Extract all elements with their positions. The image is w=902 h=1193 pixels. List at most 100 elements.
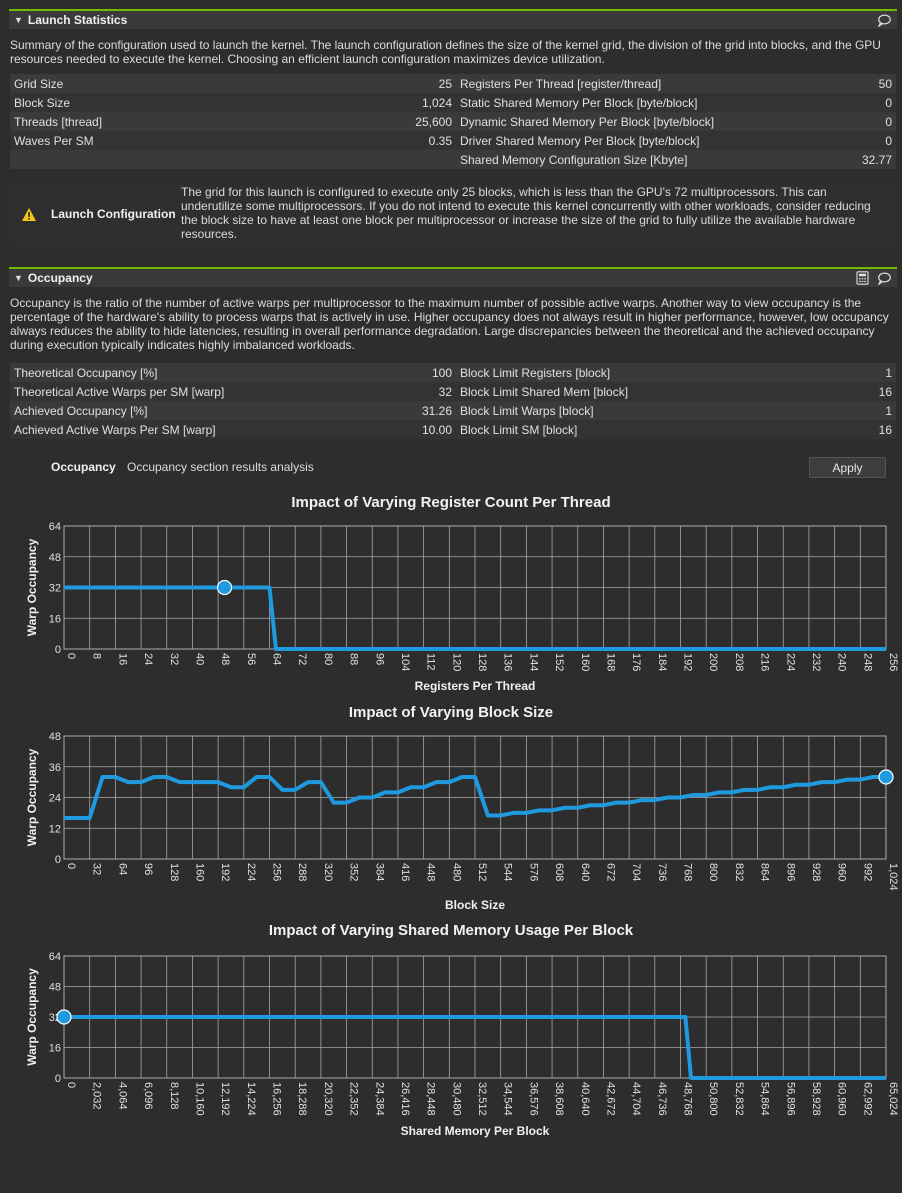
x-tick-label: 10,160 <box>193 1082 205 1116</box>
x-tick-label: 16,256 <box>271 1082 283 1116</box>
calculator-icon[interactable] <box>855 271 869 285</box>
metric-label: Shared Memory Configuration Size [Kbyte] <box>456 150 804 169</box>
metric-label: Block Limit SM [block] <box>456 420 804 439</box>
metric-label: Achieved Active Warps Per SM [warp] <box>10 420 258 439</box>
x-axis-title: Block Size <box>445 898 505 912</box>
metric-value: 100 <box>258 363 456 382</box>
x-tick-label: 52,832 <box>733 1082 745 1116</box>
x-tick-label: 18,288 <box>296 1082 308 1116</box>
x-tick-label: 64 <box>116 863 128 875</box>
x-tick-label: 800 <box>707 863 719 881</box>
analysis-text: Occupancy section results analysis <box>127 460 314 474</box>
analysis-title: Occupancy <box>51 460 116 474</box>
metric-value: 31.26 <box>258 401 456 420</box>
y-tick-label: 36 <box>49 762 61 774</box>
apply-button[interactable]: Apply <box>809 457 886 478</box>
metric-value: 0 <box>804 131 896 150</box>
metric-label: Block Size <box>10 93 258 112</box>
x-tick-label: 50,800 <box>707 1082 719 1116</box>
current-value-marker[interactable] <box>56 1009 72 1025</box>
metric-value: 32 <box>258 382 456 401</box>
x-tick-label: 88 <box>348 653 360 665</box>
metric-row: Block Size 1,024 Static Shared Memory Per … <box>10 93 896 112</box>
metric-row: Grid Size 25 Registers Per Thread [registe… <box>10 74 896 93</box>
x-tick-label: 54,864 <box>759 1082 771 1116</box>
comment-icon[interactable] <box>877 271 891 285</box>
x-tick-label: 30,480 <box>450 1082 462 1116</box>
metric-label: Block Limit Registers [block] <box>456 363 804 382</box>
x-tick-label: 224 <box>784 653 796 671</box>
x-tick-label: 96 <box>373 653 385 665</box>
metric-label: Block Limit Shared Mem [block] <box>456 382 804 401</box>
metric-label: Registers Per Thread [register/thread] <box>456 74 804 93</box>
y-tick-label: 48 <box>49 982 61 994</box>
metric-value: 16 <box>804 382 896 401</box>
x-tick-label: 42,672 <box>604 1082 616 1116</box>
x-tick-label: 120 <box>450 653 462 671</box>
metric-label: Threads [thread] <box>10 112 258 131</box>
occupancy-analysis-row: Occupancy Occupancy section results anal… <box>10 454 896 480</box>
y-tick-label: 64 <box>49 521 61 533</box>
x-tick-label: 60,960 <box>836 1082 848 1116</box>
x-tick-label: 768 <box>682 863 694 881</box>
warning-icon <box>21 207 37 225</box>
x-tick-label: 24,384 <box>373 1082 385 1116</box>
x-tick-label: 64 <box>271 653 283 665</box>
metric-value: 10.00 <box>258 420 456 439</box>
x-tick-label: 40 <box>193 653 205 665</box>
x-tick-label: 152 <box>553 653 565 671</box>
collapse-triangle-icon[interactable]: ▼ <box>14 15 23 25</box>
x-tick-label: 8,128 <box>168 1082 180 1110</box>
launch-configuration-warning: Launch Configuration The grid for this l… <box>10 185 896 245</box>
metric-value: 25 <box>258 74 456 93</box>
x-tick-label: 104 <box>399 653 411 671</box>
y-tick-label: 48 <box>49 731 61 743</box>
x-tick-label: 544 <box>502 863 514 881</box>
metric-label: Dynamic Shared Memory Per Block [byte/bl… <box>456 112 804 131</box>
metric-row: Achieved Occupancy [%] 31.26 Block Limit W… <box>10 401 896 420</box>
x-tick-label: 96 <box>142 863 154 875</box>
current-value-marker[interactable] <box>878 769 894 785</box>
x-tick-label: 672 <box>604 863 616 881</box>
y-axis-title: Warp Occupancy <box>25 968 39 1066</box>
x-tick-label: 128 <box>476 653 488 671</box>
warning-label: Launch Configuration <box>51 207 176 221</box>
chart-title-registers: Impact of Varying Register Count Per Thr… <box>291 494 611 511</box>
comment-icon[interactable] <box>877 13 891 27</box>
section-title: Launch Statistics <box>27 13 128 27</box>
x-tick-label: 512 <box>476 863 488 881</box>
chart-title-shared-memory: Impact of Varying Shared Memory Usage Pe… <box>268 922 634 939</box>
register-count-chart: 0 8 16 24 32 40 48 56 64 72 80 88 96 104 112 120 128 136 1… <box>25 521 899 693</box>
x-tick-label: 56 <box>245 653 257 665</box>
x-tick-label: 32 <box>91 863 103 875</box>
metric-value: 0 <box>804 93 896 112</box>
y-tick-label: 24 <box>49 793 61 805</box>
x-tick-label: 32 <box>168 653 180 665</box>
y-tick-label: 64 <box>49 951 61 963</box>
metric-label: Driver Shared Memory Per Block [byte/blo… <box>456 131 804 150</box>
chart-title-block-size: Impact of Varying Block Size <box>348 704 554 721</box>
metric-label: Theoretical Occupancy [%] <box>10 363 258 382</box>
collapse-triangle-icon[interactable]: ▼ <box>14 273 23 283</box>
x-tick-label: 6,096 <box>142 1082 154 1110</box>
x-tick-label: 136 <box>502 653 514 671</box>
metric-label: Waves Per SM <box>10 131 258 150</box>
x-tick-label: 34,544 <box>502 1082 514 1116</box>
occupancy-header[interactable]: ▼ Occupancy <box>9 267 897 287</box>
y-tick-label: 12 <box>49 823 61 835</box>
metric-label: Theoretical Active Warps per SM [warp] <box>10 382 258 401</box>
x-tick-label: 256 <box>271 863 283 881</box>
y-tick-label: 48 <box>49 552 61 564</box>
y-axis-title: Warp Occupancy <box>25 538 39 636</box>
x-tick-label: 640 <box>579 863 591 881</box>
current-value-marker[interactable] <box>216 579 233 596</box>
x-tick-label: 72 <box>296 653 308 665</box>
x-tick-label: 480 <box>450 863 462 881</box>
launch-description: Summary of the configuration used to lau… <box>10 38 881 66</box>
x-tick-label: 46,736 <box>656 1082 668 1116</box>
shared-memory-chart: 0 2,032 4,064 6,096 8,128 10,160 12,192 14,224 1… <box>25 951 899 1138</box>
x-tick-label: 320 <box>322 863 334 881</box>
launch-statistics-header[interactable]: ▼ Launch Statistics <box>9 9 897 29</box>
x-tick-label: 224 <box>245 863 257 881</box>
x-tick-label: 168 <box>604 653 616 671</box>
